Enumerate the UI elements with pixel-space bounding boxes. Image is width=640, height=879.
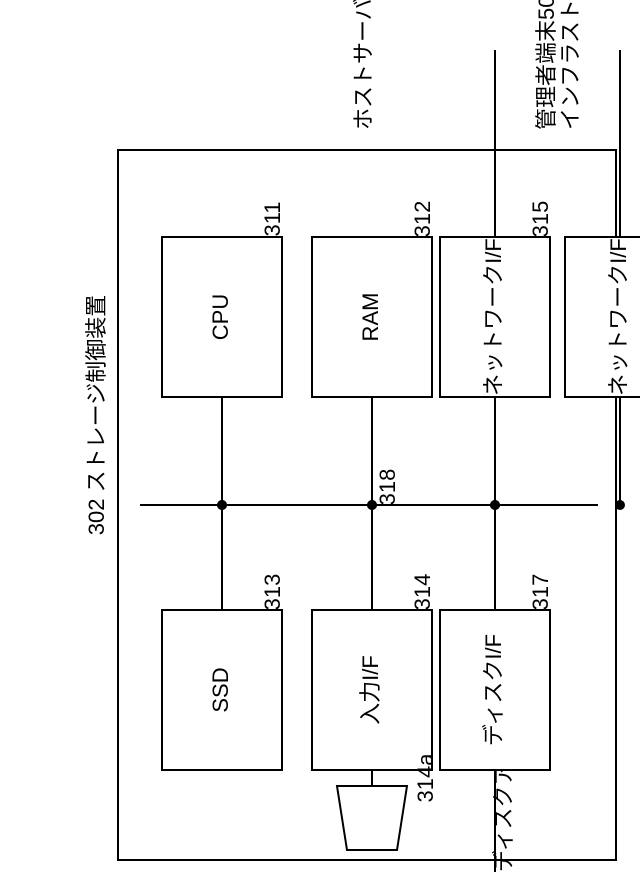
dkif-label: ディスクI/F <box>481 634 506 746</box>
ssd-label: SSD <box>208 667 233 712</box>
ext-admin-label: 管理者端末500 <box>534 0 559 130</box>
storage-controller-label: 302 ストレージ制御装置 <box>84 295 109 535</box>
cpu-label: CPU <box>208 294 233 340</box>
nif2-label: ネットワークI/F <box>606 238 631 396</box>
ram-label: RAM <box>358 293 383 342</box>
ext-infra-label: インフラストラクチャ管理サーバ400 <box>558 0 583 130</box>
nif1-ref: 315 <box>528 201 553 238</box>
nif1-label: ネットワークI/F <box>481 238 506 396</box>
ext-host-label: ホストサーバ200 <box>351 0 376 130</box>
ssd-ref: 313 <box>260 574 285 611</box>
inif-ref: 314 <box>410 574 435 611</box>
ram-ref: 312 <box>410 201 435 238</box>
dkif-ref: 317 <box>528 574 553 611</box>
bus-ref: 318 <box>375 469 400 506</box>
inif-label: 入力I/F <box>358 655 383 725</box>
input-device-icon <box>337 786 407 850</box>
input-device-ref: 314a <box>413 753 438 803</box>
cpu-ref: 311 <box>260 201 285 236</box>
